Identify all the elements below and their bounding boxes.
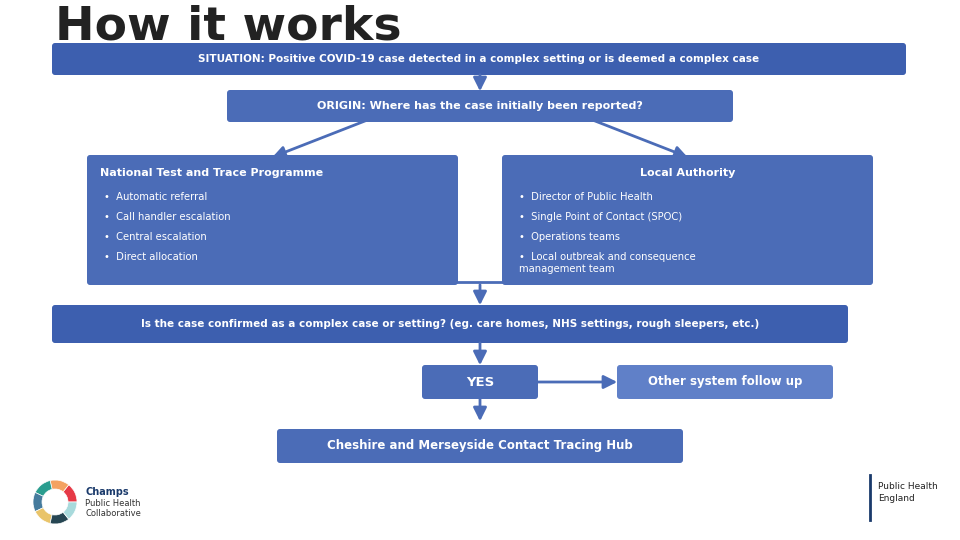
Text: Public Health: Public Health: [85, 500, 140, 509]
Text: How it works: How it works: [55, 5, 401, 50]
Text: •  Single Point of Contact (SPOC): • Single Point of Contact (SPOC): [519, 212, 683, 222]
Text: •  Director of Public Health: • Director of Public Health: [519, 192, 653, 202]
Wedge shape: [63, 502, 77, 519]
Wedge shape: [36, 508, 52, 523]
FancyBboxPatch shape: [422, 365, 538, 399]
Text: Local Authority: Local Authority: [639, 168, 735, 178]
Text: •  Call handler escalation: • Call handler escalation: [104, 212, 230, 222]
Text: Public Health: Public Health: [878, 482, 938, 491]
Text: England: England: [878, 494, 915, 503]
FancyBboxPatch shape: [277, 429, 683, 463]
FancyBboxPatch shape: [87, 155, 458, 285]
Text: •  Central escalation: • Central escalation: [104, 232, 206, 242]
Wedge shape: [50, 512, 69, 524]
Text: SITUATION: Positive COVID-19 case detected in a complex setting or is deemed a c: SITUATION: Positive COVID-19 case detect…: [199, 54, 759, 64]
FancyBboxPatch shape: [227, 90, 733, 122]
Wedge shape: [36, 481, 52, 496]
Text: •  Automatic referral: • Automatic referral: [104, 192, 207, 202]
Wedge shape: [63, 485, 77, 502]
FancyBboxPatch shape: [52, 305, 848, 343]
Text: •  Direct allocation: • Direct allocation: [104, 252, 198, 262]
Text: •  Local outbreak and consequence
management team: • Local outbreak and consequence managem…: [519, 252, 696, 274]
Text: National Test and Trace Programme: National Test and Trace Programme: [100, 168, 324, 178]
FancyBboxPatch shape: [617, 365, 833, 399]
Wedge shape: [50, 480, 69, 492]
Text: •  Operations teams: • Operations teams: [519, 232, 620, 242]
Text: Collaborative: Collaborative: [85, 510, 141, 518]
Text: YES: YES: [466, 375, 494, 388]
Text: Cheshire and Merseyside Contact Tracing Hub: Cheshire and Merseyside Contact Tracing …: [327, 440, 633, 453]
Text: Other system follow up: Other system follow up: [648, 375, 803, 388]
Text: ORIGIN: Where has the case initially been reported?: ORIGIN: Where has the case initially bee…: [317, 101, 643, 111]
FancyBboxPatch shape: [502, 155, 873, 285]
FancyBboxPatch shape: [52, 43, 906, 75]
Wedge shape: [33, 492, 43, 511]
Text: Champs: Champs: [85, 487, 129, 497]
Text: Is the case confirmed as a complex case or setting? (eg. care homes, NHS setting: Is the case confirmed as a complex case …: [141, 319, 759, 329]
